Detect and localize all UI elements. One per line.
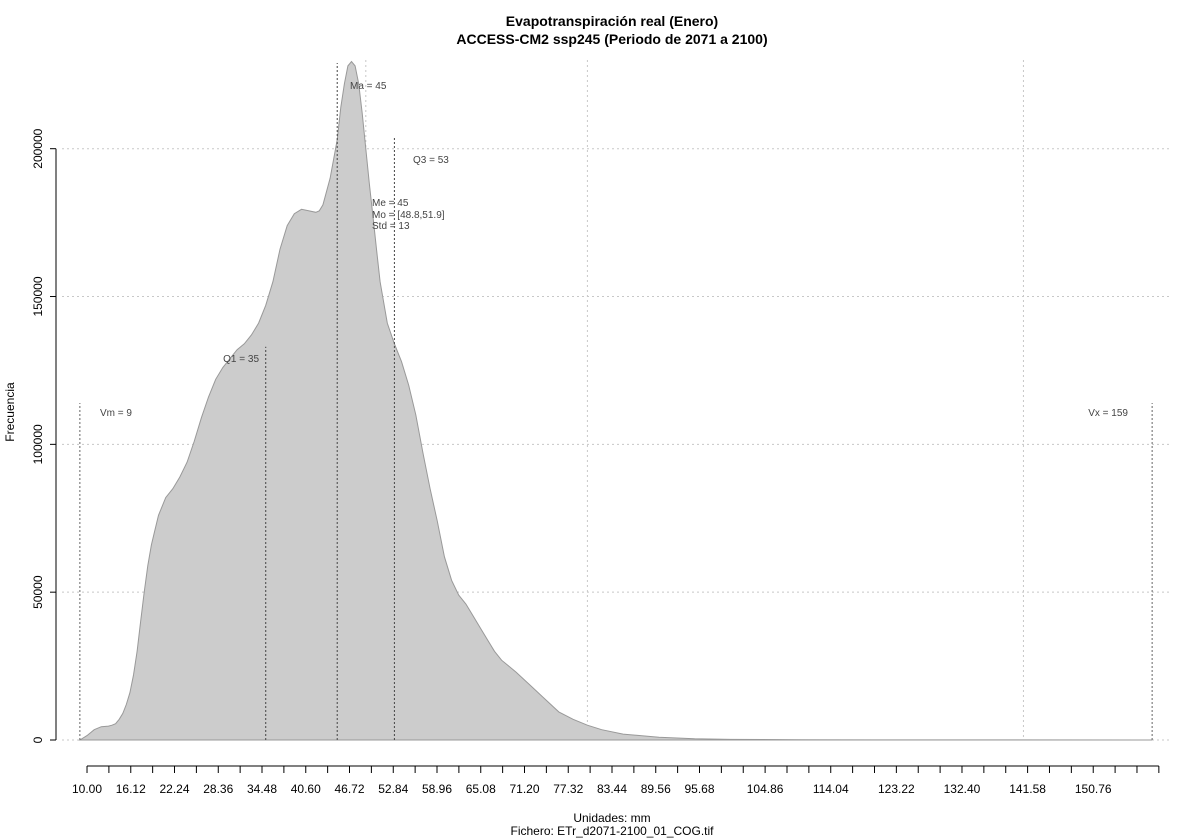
chart-title: Evapotranspiración real (Enero) [506,13,718,29]
x-tick-label: 141.58 [1009,782,1046,796]
x-tick-label: 40.60 [291,782,321,796]
stat-label-vx: Vx = 159 [1088,408,1128,419]
y-axis-label: Frecuencia [3,382,17,442]
y-tick-label: 150000 [31,276,45,316]
stat-label-ma: Ma = 45 [350,81,387,92]
y-tick-label: 100000 [31,424,45,464]
x-tick-label: 58.96 [422,782,452,796]
x-tick-label: 16.12 [116,782,146,796]
x-tick-label: 150.76 [1075,782,1112,796]
x-tick-label: 65.08 [466,782,496,796]
stat-label-q1: Q1 = 35 [223,354,259,365]
stat-median: Me = 45 [372,198,409,209]
x-tick-label: 83.44 [597,782,627,796]
y-tick-label: 0 [31,736,45,743]
stat-mode: Mo = [48.8,51.9] [372,210,445,221]
stat-label-vm: Vm = 9 [100,408,132,419]
stat-std: Std = 13 [372,221,410,232]
x-axis: 10.00 16.12 22.24 28.36 34.48 40.60 46.72 52.84… [72,765,1160,796]
y-axis: 0 50000 100000 150000 200000 [31,128,57,743]
x-tick-label: 77.32 [553,782,583,796]
x-tick-label: 114.04 [813,782,849,796]
x-tick-label: 132.40 [944,782,981,796]
chart-subtitle: ACCESS-CM2 ssp245 (Periodo de 2071 a 210… [456,31,767,47]
x-tick-label: 28.36 [203,782,233,796]
x-tick-label: 104.86 [747,782,784,796]
x-tick-label: 123.22 [878,782,915,796]
x-axis-label: Unidades: mm [573,811,650,825]
x-tick-label: 52.84 [378,782,408,796]
y-tick-label: 200000 [31,128,45,168]
x-tick-label: 22.24 [159,782,189,796]
density-area [78,60,1153,741]
file-caption: Fichero: ETr_d2071-2100_01_COG.tif [511,824,715,838]
x-tick-label: 46.72 [334,782,364,796]
x-tick-label: 10.00 [72,782,102,796]
x-tick-label: 95.68 [684,782,714,796]
x-tick-label: 71.20 [509,782,539,796]
x-tick-label: 89.56 [641,782,671,796]
y-tick-label: 50000 [31,575,45,609]
stat-lines [79,62,1153,740]
x-tick-label: 34.48 [247,782,277,796]
stat-label-q3: Q3 = 53 [413,155,449,166]
